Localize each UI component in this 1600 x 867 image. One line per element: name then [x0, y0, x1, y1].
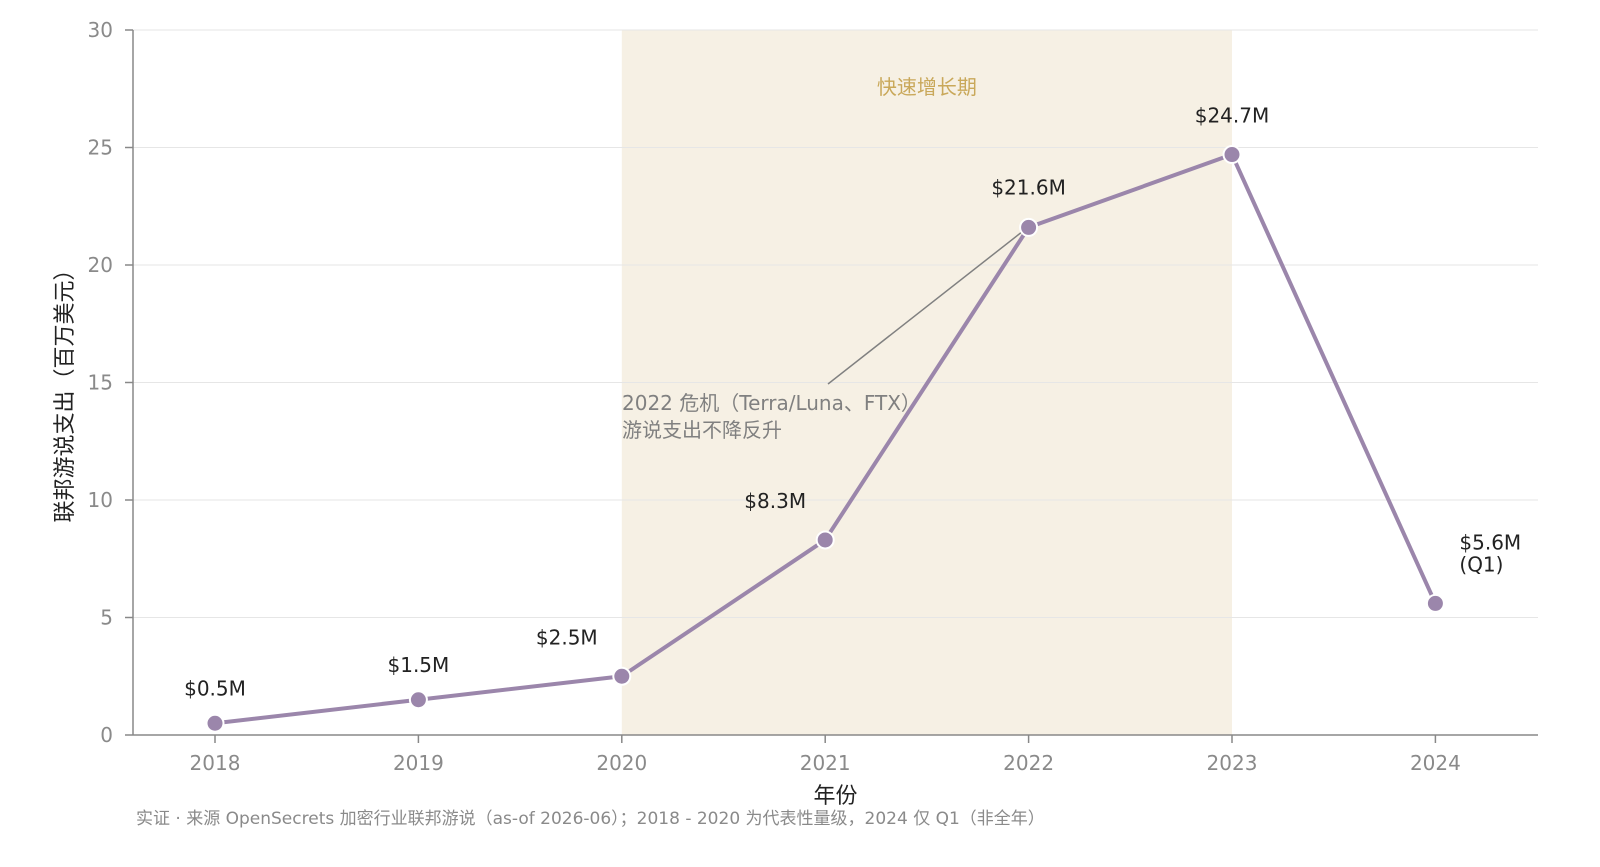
data-label-2020: $2.5M: [536, 625, 598, 649]
data-label-2024-line-2: (Q1): [1459, 552, 1503, 576]
data-label-2022: $21.6M: [991, 175, 1066, 199]
x-tick-label-2024: 2024: [1410, 751, 1461, 775]
data-point-2024: [1425, 593, 1445, 613]
x-tick-label-2021: 2021: [800, 751, 851, 775]
y-tick-label-30: 30: [88, 18, 113, 42]
x-axis-title: 年份: [813, 784, 857, 809]
data-label-2021-line-1: $8.3M: [744, 489, 806, 513]
grid-layer: [133, 29, 1538, 618]
data-label-2022-line-1: $21.6M: [991, 175, 1066, 199]
data-label-2021: $8.3M: [744, 489, 806, 513]
x-tick-label-2019: 2019: [393, 751, 444, 775]
footnote: 实证 · 来源 OpenSecrets 加密行业联邦游说（as-of 2026-…: [136, 809, 1045, 829]
data-label-2020-line-1: $2.5M: [536, 625, 598, 649]
annotation-leader: [827, 230, 1024, 385]
data-point-2023: [1222, 145, 1242, 165]
data-label-2019: $1.5M: [388, 653, 450, 677]
y-tick-label-25: 25: [88, 136, 113, 160]
data-label-2019-line-1: $1.5M: [388, 653, 450, 677]
data-point-2021: [815, 530, 835, 550]
growth-period-label: 快速增长期: [877, 75, 977, 99]
annotation-line-1: 2022 危机（Terra/Luna、FTX）: [622, 391, 921, 415]
annotation-layer: 2022 危机（Terra/Luna、FTX） 游说支出不降反升: [622, 230, 1024, 442]
y-tick-label-10: 10: [88, 488, 113, 512]
series-layer: [205, 145, 1445, 733]
data-label-2023: $24.7M: [1195, 104, 1270, 128]
y-axis-title: 联邦游说支出（百万美元）: [53, 258, 78, 522]
y-tick-label-5: 5: [100, 606, 113, 630]
data-point-2022: [1019, 217, 1039, 237]
x-tick-label-2022: 2022: [1003, 751, 1054, 775]
y-tick-label-0: 0: [100, 723, 113, 747]
annotation-line-2: 游说支出不降反升: [622, 418, 782, 442]
data-point-2018: [205, 713, 225, 733]
data-label-2024: $5.6M (Q1): [1459, 530, 1521, 576]
axis-layer: 0 5 10 15 20 25 30 2018 2019 2020 2021 2022 2023 2024…: [53, 18, 1538, 809]
data-label-2018-line-1: $0.5M: [184, 676, 246, 700]
x-tick-label-2018: 2018: [190, 751, 241, 775]
data-label-2018: $0.5M: [184, 676, 246, 700]
data-point-2019: [408, 690, 428, 710]
x-tick-label-2020: 2020: [596, 751, 647, 775]
y-tick-label-20: 20: [88, 253, 113, 277]
data-label-2024-line-1: $5.6M: [1459, 530, 1521, 554]
y-tick-label-15: 15: [88, 371, 113, 395]
data-label-layer: $0.5M $1.5M $2.5M $8.3M $21.6M $24.7M $5.6M (Q1…: [184, 104, 1521, 701]
data-label-2023-line-1: $24.7M: [1195, 104, 1270, 128]
data-point-2020: [612, 666, 632, 686]
x-tick-label-2023: 2023: [1207, 751, 1258, 775]
